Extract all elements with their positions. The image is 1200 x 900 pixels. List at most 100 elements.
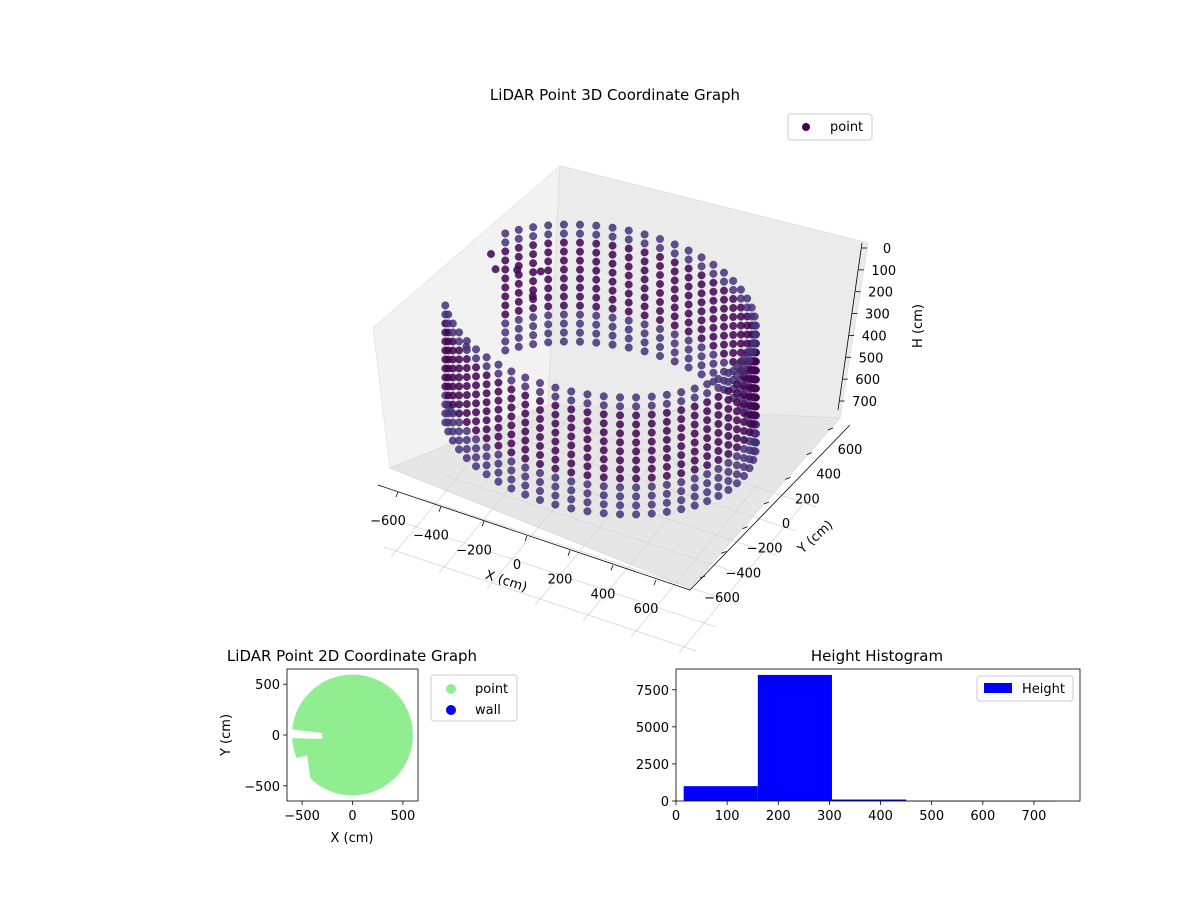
point-3d xyxy=(494,477,503,486)
point-3d xyxy=(529,277,538,286)
point-3d xyxy=(703,461,712,470)
point-3d xyxy=(455,391,464,400)
chart-3d-title: LiDAR Point 3D Coordinate Graph xyxy=(490,86,740,104)
point-3d xyxy=(529,241,538,250)
point-3d xyxy=(720,313,728,322)
point-3d xyxy=(494,450,503,459)
point-3d xyxy=(507,430,516,439)
point-3d xyxy=(640,266,649,275)
point-3d xyxy=(583,507,592,516)
point-3d xyxy=(576,292,584,301)
grid-line-floor-x xyxy=(582,464,714,622)
point-3d xyxy=(529,295,538,304)
point-3d xyxy=(662,507,671,516)
point-3d xyxy=(599,500,608,509)
point-3d xyxy=(732,371,741,380)
point-3d xyxy=(567,450,576,459)
point-3d xyxy=(551,383,560,392)
point-3d xyxy=(736,285,745,294)
point-3d xyxy=(724,440,733,449)
point-3d xyxy=(632,492,641,501)
point-3d xyxy=(720,349,728,358)
point-3d xyxy=(514,333,523,342)
point-3d xyxy=(576,301,584,310)
point-3d xyxy=(684,255,693,264)
point-3d xyxy=(690,456,699,465)
point-3d xyxy=(567,486,576,495)
point-3d xyxy=(740,400,748,408)
x-axis-label-2d: X (cm) xyxy=(331,831,374,846)
point-3d xyxy=(662,498,671,507)
z-ticks-3d: 0 100 200 300 400 500 600 700 xyxy=(839,242,896,410)
point-3d xyxy=(697,334,706,343)
point-3d xyxy=(677,460,686,469)
x-tick-3d xyxy=(653,579,657,586)
point-3d xyxy=(536,487,544,495)
point-3d xyxy=(632,402,641,411)
point-3d xyxy=(720,286,728,295)
point-3d xyxy=(462,373,471,381)
point-3d xyxy=(514,225,523,234)
point-3d xyxy=(599,392,608,401)
point-3d xyxy=(677,415,686,424)
point-3d xyxy=(647,392,656,401)
histogram-bar xyxy=(683,786,758,801)
point-3d xyxy=(697,280,706,289)
x-tick-label-hist: 100 xyxy=(715,809,740,824)
point-3d xyxy=(724,422,733,431)
x-tick-3d xyxy=(395,491,399,498)
point-3d xyxy=(482,416,491,425)
point-3d xyxy=(472,372,480,381)
point-3d xyxy=(740,418,748,426)
legend-3d-marker-point xyxy=(802,123,810,131)
point-3d xyxy=(640,257,649,266)
point-3d xyxy=(656,271,664,279)
point-3d xyxy=(514,243,523,252)
point-3d xyxy=(599,509,608,518)
point-3d xyxy=(684,345,693,354)
point-3d xyxy=(544,257,553,266)
point-3d xyxy=(624,307,633,316)
point-3d xyxy=(501,283,510,292)
point-3d xyxy=(448,319,457,328)
point-3d xyxy=(640,293,649,302)
point-3d xyxy=(709,314,718,323)
point-3d xyxy=(662,408,671,417)
point-3d xyxy=(616,411,624,420)
point-3d xyxy=(697,370,706,379)
point-3d xyxy=(521,445,530,454)
point-3d xyxy=(536,406,544,414)
point-3d xyxy=(647,473,656,482)
legend-histogram-label: Height xyxy=(1022,682,1065,697)
point-3d xyxy=(567,423,576,432)
point-3d xyxy=(559,220,568,229)
chart-2d: LiDAR Point 2D Coordinate Graph −500 0 500… xyxy=(219,647,518,846)
point-3d xyxy=(624,280,633,289)
point-3d xyxy=(559,337,568,346)
point-3d xyxy=(529,331,538,340)
point-3d xyxy=(507,484,516,493)
legend-3d-frame xyxy=(787,113,873,141)
point-3d xyxy=(703,425,712,434)
x-tick-label-3d: 600 xyxy=(634,602,659,617)
point-3d xyxy=(536,478,544,486)
point-3d xyxy=(750,312,759,321)
point-3d xyxy=(724,476,733,485)
point-3d xyxy=(616,429,624,438)
x-tick-label-3d: 200 xyxy=(548,573,573,588)
point-3d xyxy=(684,309,693,318)
point-3d xyxy=(616,447,624,456)
point-3d xyxy=(732,380,741,389)
point-3d xyxy=(714,464,723,473)
point-3d xyxy=(709,350,718,359)
point-3d xyxy=(599,464,608,473)
point-3d xyxy=(632,429,641,438)
point-3d xyxy=(662,435,671,444)
point-3d xyxy=(592,284,601,293)
point-3d xyxy=(507,466,516,475)
point-3d xyxy=(514,297,523,306)
point-3d xyxy=(482,425,491,434)
point-3d xyxy=(507,403,516,412)
point-3d xyxy=(624,334,633,343)
point-3d xyxy=(714,383,723,392)
